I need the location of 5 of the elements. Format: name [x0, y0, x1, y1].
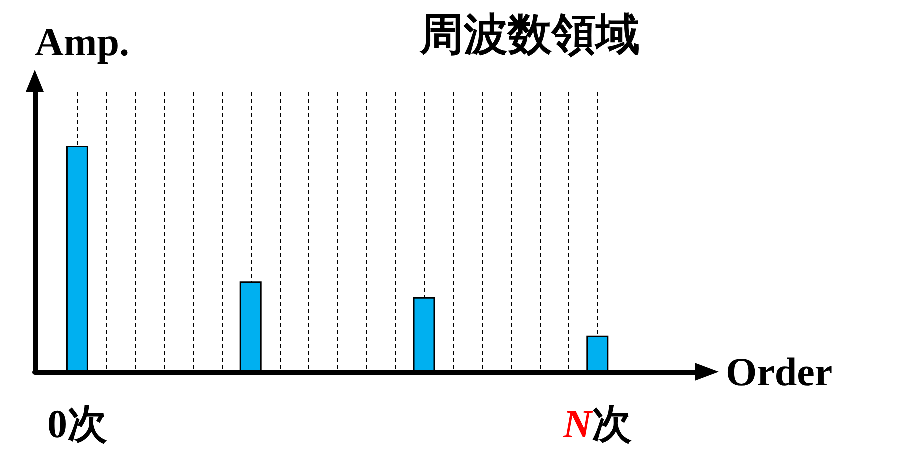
x-tick-label: N次 — [562, 402, 632, 446]
chart-title: 周波数領域 — [419, 10, 640, 60]
x-axis-title: Order — [726, 350, 833, 394]
x-tick-label: 0次 — [47, 402, 108, 446]
y-axis-title: Amp. — [35, 20, 130, 64]
